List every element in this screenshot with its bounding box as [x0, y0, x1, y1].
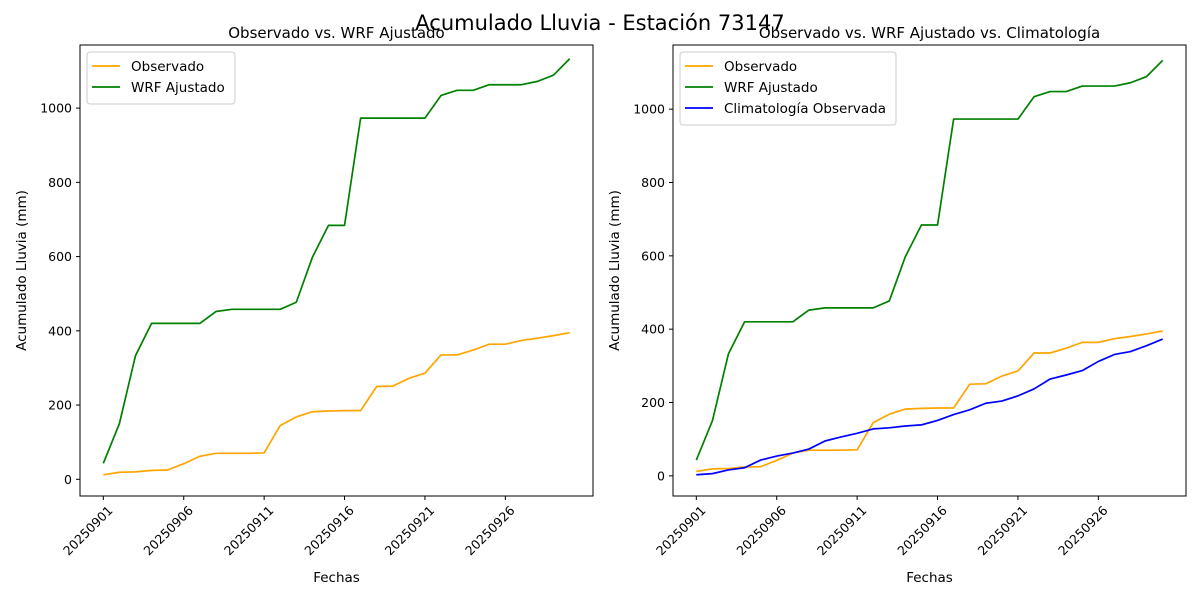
chart-title: Observado vs. WRF Ajustado vs. Climatolo…: [759, 24, 1100, 42]
y-tick-label: 1000: [40, 101, 72, 116]
legend-label: WRF Ajustado: [724, 80, 818, 96]
y-axis-label: Acumulado Lluvia (mm): [14, 190, 30, 351]
y-tick-label: 800: [641, 175, 665, 190]
y-tick-label: 200: [641, 395, 665, 410]
series-line-observado: [103, 331, 570, 476]
chart-title: Observado vs. WRF Ajustado: [228, 24, 444, 42]
series-line-wrf: [102, 58, 571, 464]
legend-label: Observado: [131, 59, 204, 75]
y-tick-label: 600: [48, 249, 72, 264]
series-line-wrf: [695, 59, 1164, 461]
y-tick-label: 600: [641, 248, 665, 263]
x-axis-label: Fechas: [906, 570, 953, 586]
y-tick-label: 0: [657, 468, 665, 483]
y-tick-label: 400: [641, 322, 665, 337]
series-line-clima: [696, 338, 1164, 476]
y-tick-label: 400: [48, 323, 72, 338]
y-tick-label: 800: [48, 175, 72, 190]
legend-label: WRF Ajustado: [131, 80, 225, 96]
series-line-observado: [696, 330, 1163, 473]
legend-label: Climatología Observada: [724, 101, 886, 117]
figure-suptitle: Acumulado Lluvia - Estación 73147: [415, 11, 784, 35]
legend-label: Observado: [724, 59, 797, 75]
x-axis-label: Fechas: [313, 570, 360, 586]
legend: Observado WRF Ajustado: [86, 51, 236, 105]
plot-frame: [672, 44, 1187, 497]
legend-box: [86, 51, 236, 105]
plot-frame: [79, 44, 594, 497]
y-axis-label: Acumulado Lluvia (mm): [607, 190, 623, 351]
y-tick-label: 200: [48, 398, 72, 413]
legend: Observado WRF Ajustado Climatología Observ…: [679, 51, 897, 126]
y-tick-label: 1000: [633, 102, 665, 117]
y-tick-label: 0: [64, 472, 72, 487]
legend-box: [679, 51, 897, 126]
